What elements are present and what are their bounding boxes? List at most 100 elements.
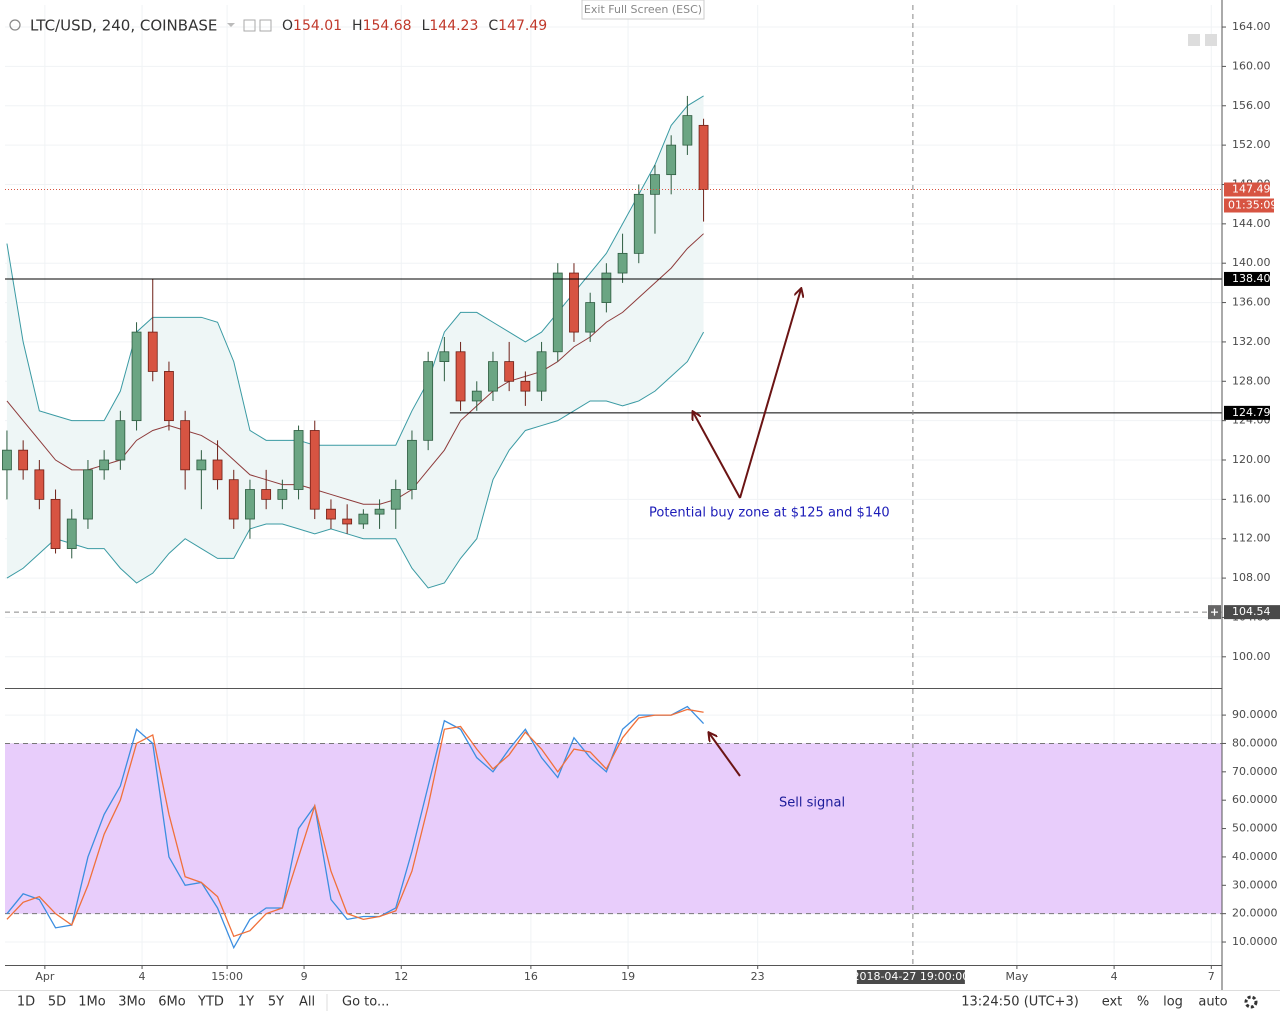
option-button[interactable]: % <box>1137 995 1149 1010</box>
plus-icon <box>1211 608 1218 616</box>
candle-body <box>245 489 255 520</box>
ohlc-value: 154.01 <box>293 18 342 34</box>
icon[interactable] <box>243 19 256 32</box>
candle-body <box>569 272 579 333</box>
level-label-box <box>1224 405 1270 420</box>
arrow <box>739 289 801 499</box>
candle-body <box>277 489 288 500</box>
oscillator-line <box>6 708 704 938</box>
ohlc-values: O154.01 H154.68 L144.23 C147.49 <box>282 18 547 34</box>
level-label-box <box>1224 271 1270 286</box>
candle-body <box>66 518 77 549</box>
candle-body <box>261 489 272 500</box>
arrow <box>709 733 741 777</box>
candle-body <box>504 361 515 382</box>
axes: 100.00104.00108.00112.00116.00120.00124.… <box>35 20 1277 983</box>
candle-body <box>18 449 29 471</box>
icon[interactable] <box>1188 34 1200 46</box>
countdown-label: 01:35:09 <box>1228 199 1277 212</box>
candle-body <box>147 331 158 372</box>
symbol-icon[interactable] <box>9 19 21 31</box>
x-tick-label: 23 <box>751 970 765 983</box>
y-tick-label: 132.00 <box>1232 335 1271 348</box>
candle-body <box>326 508 336 520</box>
crosshair-y-label: 104.54 <box>1232 605 1271 618</box>
range-button[interactable]: 5Y <box>268 995 284 1010</box>
stoch-bands <box>5 742 1222 915</box>
y-tick-label: 164.00 <box>1232 20 1271 33</box>
range-button[interactable]: 1Mo <box>78 995 105 1010</box>
ohlc-value: 144.23 <box>429 18 478 34</box>
y-tick-label: 80.0000 <box>1232 736 1278 749</box>
range-button[interactable]: YTD <box>197 995 224 1010</box>
y-tick-label: 30.0000 <box>1232 878 1278 891</box>
candle-body <box>131 331 142 422</box>
y-tick-label: 160.00 <box>1232 59 1271 72</box>
x-tick-label: 16 <box>524 970 538 983</box>
candle-body <box>164 371 174 422</box>
arrow <box>693 412 741 499</box>
x-tick-label: 9 <box>301 970 308 983</box>
y-tick-label: 108.00 <box>1232 571 1271 584</box>
ohlc-label: H <box>352 18 363 34</box>
fullscreen-label[interactable]: Exit Full Screen (ESC) <box>584 3 702 16</box>
crosshair-y-box <box>1224 605 1280 620</box>
clock: 13:24:50 (UTC+3) <box>961 995 1079 1010</box>
y-tick-label: 128.00 <box>1232 374 1271 387</box>
candle-body <box>2 449 12 471</box>
level-label: 138.40 <box>1232 272 1271 285</box>
candle-body <box>650 174 660 195</box>
candle-body <box>342 518 353 525</box>
y-tick-label: 152.00 <box>1232 138 1271 151</box>
candle-body <box>423 361 434 441</box>
y-tick-label: 140.00 <box>1232 256 1271 269</box>
candle-body <box>455 351 466 402</box>
option-button[interactable]: log <box>1163 995 1183 1010</box>
x-tick-label: 4 <box>139 970 146 983</box>
candle-body <box>34 469 45 500</box>
x-tick-label: 15:00 <box>211 970 243 983</box>
overlay-line <box>6 331 705 589</box>
candle-body <box>374 508 385 515</box>
range-button[interactable]: 6Mo <box>158 995 185 1010</box>
candle-body <box>536 351 547 392</box>
candle-body <box>293 430 304 490</box>
icon[interactable] <box>1205 34 1217 46</box>
x-tick-label: 19 <box>621 970 635 983</box>
fullscreen-button[interactable] <box>581 0 705 20</box>
band-area <box>5 743 1222 914</box>
range-button[interactable]: 3Mo <box>118 995 145 1010</box>
range-button[interactable]: 1D <box>17 995 35 1010</box>
candle-body <box>407 439 417 490</box>
ohlc-label: L <box>422 18 430 34</box>
overlay-line <box>6 95 704 446</box>
candle-body <box>698 124 709 190</box>
candle-body <box>488 361 498 392</box>
range-button[interactable]: 5D <box>48 995 66 1010</box>
candle-body <box>666 144 677 176</box>
price-labels: 138.40 124.79 147.49 01:35:09 104.54 2018-04-… <box>852 182 1280 984</box>
x-tick-label: 12 <box>394 970 408 983</box>
y-tick-label: 100.00 <box>1232 650 1271 663</box>
toolbar: 1D 5D 1Mo 3Mo 6Mo YTD 1Y 5Y All Go to... 13:24:50 … <box>17 994 1228 1011</box>
range-button[interactable]: All <box>299 995 315 1010</box>
candle-body <box>520 380 531 392</box>
goto-button[interactable]: Go to... <box>342 995 389 1010</box>
icon[interactable] <box>259 19 272 32</box>
crosshair <box>5 5 1222 965</box>
dropdown-icon[interactable] <box>227 23 235 27</box>
range-button[interactable]: 1Y <box>238 995 254 1010</box>
candle-body <box>115 420 126 461</box>
y-tick-label: 40.0000 <box>1232 850 1278 863</box>
candle-body <box>196 459 207 471</box>
option-button[interactable]: ext <box>1102 995 1123 1010</box>
option-button[interactable]: auto <box>1198 995 1227 1010</box>
candle-body <box>99 459 110 471</box>
candle-body <box>83 469 93 520</box>
ohlc-value: 147.49 <box>498 18 547 34</box>
y-tick-label: 70.0000 <box>1232 765 1278 778</box>
settings-icon[interactable] <box>1244 995 1258 1009</box>
y-tick-label: 60.0000 <box>1232 793 1278 806</box>
candle-body <box>50 498 61 549</box>
